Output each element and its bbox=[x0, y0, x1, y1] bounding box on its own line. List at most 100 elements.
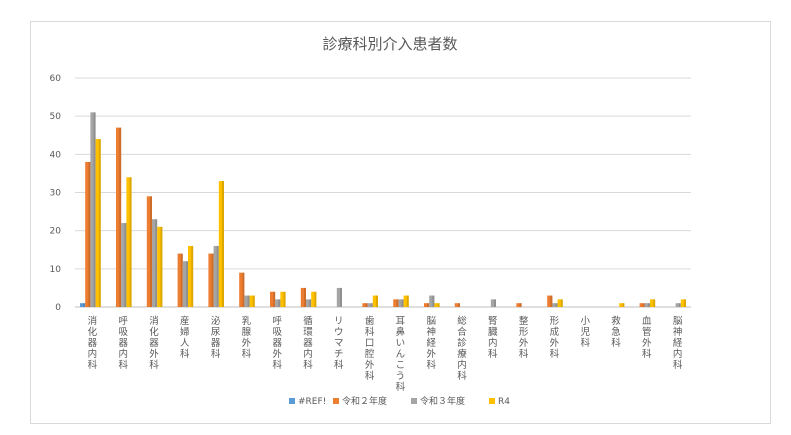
y-tick-label: 40 bbox=[50, 150, 62, 160]
bar-shade bbox=[550, 295, 553, 307]
bar bbox=[393, 299, 399, 307]
bar bbox=[680, 299, 686, 307]
bar-body bbox=[152, 219, 158, 307]
bar-body bbox=[126, 177, 132, 307]
category-label: 呼吸器外科 bbox=[272, 316, 282, 371]
bar bbox=[644, 303, 650, 307]
bar-body bbox=[116, 127, 122, 307]
legend-entry: 令和３年度 bbox=[411, 395, 465, 407]
bar-body bbox=[552, 303, 558, 307]
category-label: 泌尿器科 bbox=[211, 315, 221, 360]
bar-shade bbox=[222, 181, 224, 307]
y-tick-label: 30 bbox=[50, 189, 62, 199]
bar bbox=[306, 299, 312, 307]
bar-shade bbox=[211, 253, 214, 307]
bar-body bbox=[367, 303, 373, 307]
category-label: 呼吸器内科 bbox=[118, 316, 128, 371]
bar-body bbox=[516, 303, 522, 307]
category-label: 耳鼻いんこう科 bbox=[396, 316, 406, 393]
category-label: 総合診療内科 bbox=[457, 315, 467, 382]
bar-body bbox=[188, 245, 194, 307]
chart-title: 診療科別介入患者数 bbox=[322, 35, 457, 53]
bar-body bbox=[270, 291, 276, 307]
bar-shade bbox=[278, 299, 281, 307]
bar bbox=[85, 161, 91, 307]
bar bbox=[650, 299, 656, 307]
bar-shade bbox=[304, 287, 306, 307]
category-label: 消化器外科 bbox=[149, 315, 159, 371]
bar-body bbox=[213, 245, 219, 307]
bar-body bbox=[182, 261, 188, 307]
bar bbox=[434, 303, 440, 307]
bar-body bbox=[311, 291, 317, 307]
bar bbox=[249, 295, 255, 307]
bar-body bbox=[275, 299, 281, 307]
bar-shade bbox=[648, 303, 650, 307]
category-label: 形成外科 bbox=[550, 315, 560, 360]
bar-shade bbox=[283, 291, 286, 307]
bar bbox=[244, 295, 250, 307]
bar-shade bbox=[216, 245, 219, 307]
bar bbox=[675, 303, 681, 307]
bar-body bbox=[244, 295, 250, 307]
bar bbox=[146, 196, 152, 307]
bar-shade bbox=[119, 127, 122, 307]
bar-body bbox=[218, 181, 224, 307]
bar-shade bbox=[180, 253, 183, 307]
bar-body bbox=[239, 272, 245, 307]
bar-body bbox=[85, 161, 91, 307]
bar-shade bbox=[376, 295, 378, 307]
bar bbox=[454, 303, 460, 307]
bar-body bbox=[90, 112, 96, 307]
bar-shade bbox=[83, 303, 86, 307]
y-tick-label: 20 bbox=[50, 227, 62, 237]
legend-label: 令和２年度 bbox=[342, 395, 387, 407]
bar-shade bbox=[314, 291, 317, 307]
bar bbox=[424, 303, 430, 307]
bar-shade bbox=[458, 303, 460, 307]
legend-label: 令和３年度 bbox=[420, 395, 465, 407]
bar-body bbox=[557, 299, 563, 307]
category-label: 脳神経外科 bbox=[426, 315, 436, 371]
bar-body bbox=[434, 303, 440, 307]
bar bbox=[280, 291, 286, 307]
legend-swatch bbox=[289, 398, 295, 404]
bar-body bbox=[644, 303, 650, 307]
bar bbox=[116, 127, 122, 307]
bar-shade bbox=[678, 303, 681, 307]
bar bbox=[182, 261, 188, 307]
category-label: 歯科口腔外科 bbox=[365, 315, 375, 382]
bar-shade bbox=[401, 299, 404, 307]
bar-shade bbox=[365, 303, 368, 307]
bar-body bbox=[372, 295, 378, 307]
chart-svg: 診療科別介入患者数 0 10 20 30 40 50 60 消化器内科 呼吸器内科 消化器外科 産… bbox=[50, 35, 691, 407]
bar bbox=[157, 226, 163, 307]
legend-swatch bbox=[411, 398, 417, 404]
bar-shade bbox=[191, 245, 194, 307]
bar-body bbox=[306, 299, 312, 307]
bar bbox=[311, 291, 317, 307]
bar-body bbox=[336, 287, 342, 307]
bar bbox=[208, 253, 214, 307]
bar bbox=[95, 139, 101, 307]
bar bbox=[275, 299, 281, 307]
bar-body bbox=[208, 253, 214, 307]
bar-shade bbox=[340, 287, 342, 307]
y-tick-label: 60 bbox=[50, 74, 62, 84]
legend-swatch bbox=[489, 398, 495, 404]
bar-shade bbox=[494, 299, 496, 307]
bar-body bbox=[639, 303, 645, 307]
bar bbox=[516, 303, 522, 307]
bar-shade bbox=[519, 303, 522, 307]
bar bbox=[336, 287, 342, 307]
bar-body bbox=[249, 295, 255, 307]
bar bbox=[239, 272, 245, 307]
bar bbox=[213, 245, 219, 307]
bar-shade bbox=[129, 177, 132, 307]
bar-body bbox=[675, 303, 681, 307]
bar bbox=[80, 303, 86, 307]
bar-shade bbox=[309, 299, 312, 307]
legend-swatch bbox=[333, 398, 339, 404]
category-label: リウマチ科 bbox=[334, 316, 344, 371]
category-label: 脳神経内科 bbox=[673, 315, 683, 371]
